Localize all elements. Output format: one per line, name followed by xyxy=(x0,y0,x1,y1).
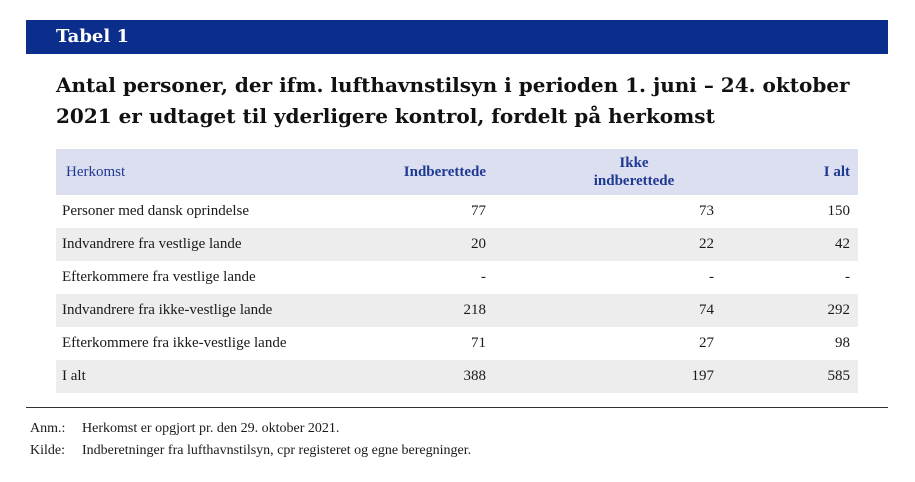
row-label: Indvandrere fra vestlige lande xyxy=(56,228,318,261)
table-notes: Anm.: Herkomst er opgjort pr. den 29. ok… xyxy=(30,418,471,462)
header-indberettede: Indberettede xyxy=(318,149,494,195)
note-kilde: Kilde: Indberetninger fra lufthavnstilsy… xyxy=(30,440,471,462)
header-herkomst: Herkomst xyxy=(56,149,318,195)
cell-i-alt: 292 xyxy=(722,294,858,327)
cell-ikke-indberettede: 22 xyxy=(494,228,722,261)
table-row: Efterkommere fra vestlige lande - - - xyxy=(56,261,858,294)
note-kilde-text: Indberetninger fra lufthavnstilsyn, cpr … xyxy=(82,443,472,458)
table-row: Indvandrere fra ikke-vestlige lande 218 … xyxy=(56,294,858,327)
row-label: Personer med dansk oprindelse xyxy=(62,203,250,219)
note-kilde-key: Kilde: xyxy=(30,443,65,458)
table-header-row: Herkomst Indberettede Ikke indberettede … xyxy=(56,149,858,195)
cell-i-alt: 150 xyxy=(827,203,851,219)
header-ikke-line2: indberettede xyxy=(593,173,675,189)
cell-indberettede: 388 xyxy=(318,360,494,393)
cell-indberettede: 218 xyxy=(318,294,494,327)
header-ikke-indberettede: Ikke indberettede xyxy=(494,149,722,195)
row-label: Efterkommere fra ikke-vestlige lande xyxy=(62,335,287,351)
table-banner: Tabel 1 xyxy=(26,20,888,54)
cell-ikke-indberettede: - xyxy=(709,269,714,285)
row-label: Indvandrere fra ikke-vestlige lande xyxy=(56,294,318,327)
data-table: Herkomst Indberettede Ikke indberettede … xyxy=(56,149,858,393)
cell-indberettede: - xyxy=(481,269,486,285)
header-i-alt: I alt xyxy=(722,149,858,195)
cell-ikke-indberettede: 73 xyxy=(699,203,714,219)
table-row: Personer med dansk oprindelse 77 73 150 xyxy=(56,195,858,228)
table-row: Indvandrere fra vestlige lande 20 22 42 xyxy=(56,228,858,261)
cell-i-alt: 42 xyxy=(722,228,858,261)
row-label: Efterkommere fra vestlige lande xyxy=(62,269,256,285)
banner-label: Tabel 1 xyxy=(56,26,130,47)
header-ikke-line1: Ikke xyxy=(619,155,649,171)
row-label: I alt xyxy=(56,360,318,393)
table-total-row: I alt 388 197 585 xyxy=(56,360,858,393)
cell-ikke-indberettede: 74 xyxy=(494,294,722,327)
cell-indberettede: 71 xyxy=(471,335,486,351)
note-anm-key: Anm.: xyxy=(30,421,66,436)
cell-ikke-indberettede: 27 xyxy=(699,335,714,351)
cell-indberettede: 20 xyxy=(318,228,494,261)
cell-i-alt: - xyxy=(845,269,850,285)
footer-divider xyxy=(26,407,888,408)
note-anm: Anm.: Herkomst er opgjort pr. den 29. ok… xyxy=(30,418,471,440)
table-row: Efterkommere fra ikke-vestlige lande 71 … xyxy=(56,327,858,360)
cell-ikke-indberettede: 197 xyxy=(494,360,722,393)
note-anm-text: Herkomst er opgjort pr. den 29. oktober … xyxy=(82,421,340,436)
table-title: Antal personer, der ifm. lufthavnstilsyn… xyxy=(56,73,850,128)
cell-i-alt: 98 xyxy=(835,335,850,351)
cell-i-alt: 585 xyxy=(722,360,858,393)
cell-indberettede: 77 xyxy=(471,203,486,219)
